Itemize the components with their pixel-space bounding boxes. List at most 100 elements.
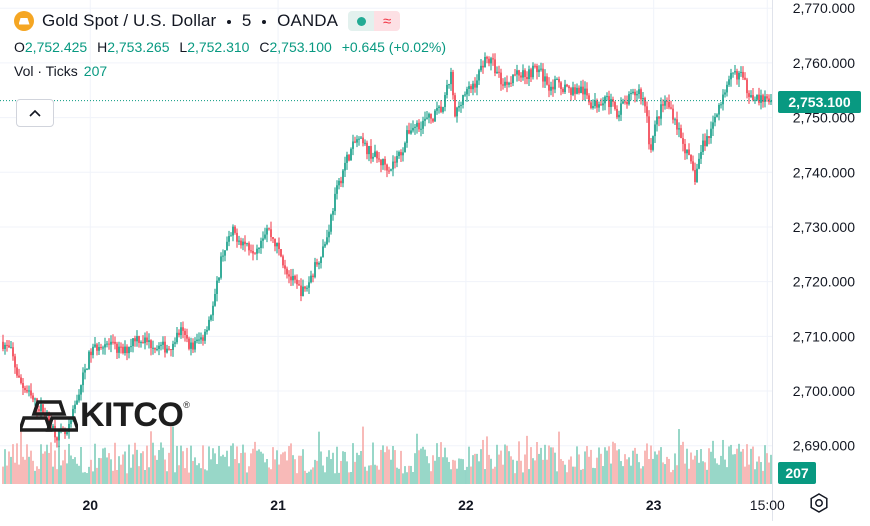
symbol-title[interactable]: Gold Spot / U.S. Dollar 5 OANDA (42, 11, 338, 31)
volume-bar (282, 452, 284, 484)
volume-bar (74, 457, 76, 484)
volume-bar (608, 446, 610, 484)
volume-bar (202, 445, 204, 484)
candle-body (338, 180, 340, 186)
candle-body (184, 330, 186, 335)
volume-bar (14, 462, 16, 484)
candle-body (736, 71, 738, 80)
candle-body (102, 347, 104, 349)
volume-bar (754, 469, 756, 484)
volume-bar (614, 443, 616, 484)
volume-bar (556, 471, 558, 484)
volume-bar (582, 468, 584, 484)
volume-bar (432, 455, 434, 484)
volume-bar (78, 465, 80, 484)
volume-bar (516, 460, 518, 484)
candle-body (404, 142, 406, 153)
volume-bar (46, 444, 48, 484)
volume-bar (306, 472, 308, 484)
candle-body (132, 338, 134, 347)
candle-body (48, 411, 50, 421)
volume-bar (174, 472, 176, 484)
candle-body (32, 395, 34, 400)
candle-body (434, 110, 436, 122)
candle-body (386, 164, 388, 171)
live-dot-icon[interactable] (348, 11, 375, 31)
candle-body (176, 332, 178, 343)
candle-body (388, 170, 390, 172)
candle-body (90, 351, 92, 356)
candle-body (472, 83, 474, 90)
price-tick-label: 2,710.000 (793, 328, 855, 344)
candle-body (304, 286, 306, 289)
candle-body (366, 142, 368, 155)
chevron-up-icon (29, 109, 41, 117)
volume-bar (164, 459, 166, 484)
volume-bar (474, 453, 476, 484)
candle-body (210, 315, 212, 320)
candle-body (426, 117, 428, 119)
volume-bar (764, 445, 766, 484)
volume-bar (670, 472, 672, 484)
volume-bar (726, 467, 728, 484)
volume-bar (630, 465, 632, 484)
candle-body (614, 101, 616, 109)
candle-body (16, 367, 18, 376)
volume-bar (334, 473, 336, 484)
candle-body (238, 240, 240, 242)
volume-bar (402, 473, 404, 484)
candle-body (274, 238, 276, 247)
volume-bar (528, 469, 530, 484)
candle-body (322, 246, 324, 258)
candle-body (284, 265, 286, 269)
volume-bar (576, 446, 578, 484)
candle-body (618, 114, 620, 118)
candle-body (40, 404, 42, 412)
volume-bar (450, 469, 452, 484)
candle-body (542, 68, 544, 82)
candle-body (414, 126, 416, 128)
candle-body (494, 59, 496, 74)
candle-body (218, 277, 220, 281)
volume-bar (324, 472, 326, 484)
candle-body (160, 344, 162, 346)
price-tick-label: 2,690.000 (793, 438, 855, 454)
candle-body (428, 113, 430, 118)
volume-bar (428, 463, 430, 484)
volume-bar (364, 466, 366, 484)
candle-body (668, 101, 670, 108)
volume-bar (38, 468, 40, 484)
settings-icon[interactable] (808, 492, 830, 514)
volume-legend[interactable]: Vol · Ticks 207 (14, 63, 446, 79)
volume-bar (80, 447, 82, 484)
volume-bar (470, 466, 472, 484)
collapse-legend-button[interactable] (16, 99, 54, 127)
approx-badge[interactable]: ≈ (374, 11, 401, 31)
candle-body (402, 152, 404, 156)
candle-body (532, 65, 534, 78)
volume-bar (668, 458, 670, 484)
volume-bar (196, 465, 198, 484)
volume-bar (466, 466, 468, 484)
volume-bar (150, 431, 152, 484)
candle-body (348, 154, 350, 161)
volume-bar (90, 459, 92, 484)
ohlc-values: O2,752.425 H2,753.265 L2,752.310 C2,753.… (14, 39, 446, 55)
volume-bar (746, 444, 748, 484)
candle-body (346, 154, 348, 163)
volume-bar (744, 466, 746, 484)
volume-bar (632, 450, 634, 484)
volume-bar (284, 451, 286, 484)
candle-body (764, 96, 766, 102)
candle-body (324, 244, 326, 247)
volume-bar (636, 453, 638, 484)
candle-body (590, 102, 592, 108)
candle-body (436, 108, 438, 111)
candle-body (724, 92, 726, 95)
candle-body (396, 156, 398, 163)
volume-bar (24, 459, 26, 484)
candle-body (248, 243, 250, 251)
candle-body (140, 342, 142, 344)
